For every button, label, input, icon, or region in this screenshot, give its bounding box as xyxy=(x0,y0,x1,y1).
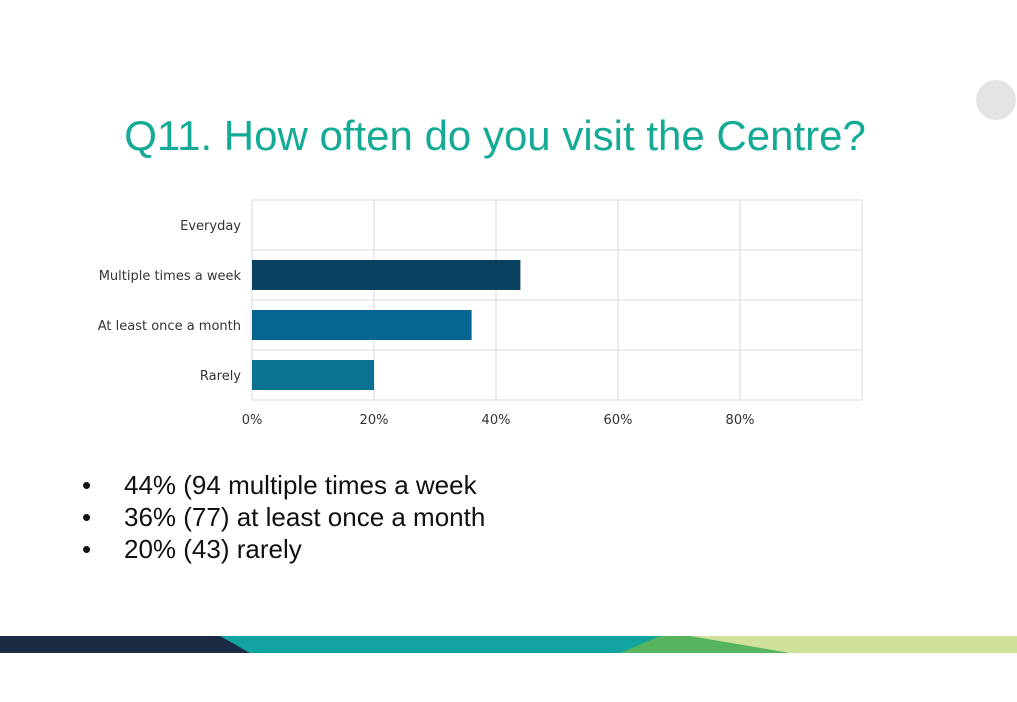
bullet-icon: • xyxy=(82,470,92,500)
logo-icon xyxy=(976,80,1016,120)
footer-band xyxy=(0,636,1017,653)
category-label: Multiple times a week xyxy=(99,269,242,284)
band-lime xyxy=(660,636,1017,653)
summary-item: • 20% (43) rarely xyxy=(82,534,302,564)
category-label: At least once a month xyxy=(98,319,241,334)
category-label: Rarely xyxy=(200,369,241,384)
x-tick-label: 60% xyxy=(604,413,633,428)
summary-item: • 36% (77) at least once a month xyxy=(82,502,486,532)
x-tick-label: 80% xyxy=(726,413,755,428)
slide-title: Q11. How often do you visit the Centre? xyxy=(124,112,866,159)
bullet-icon: • xyxy=(82,502,92,532)
band-navy xyxy=(0,636,250,653)
category-label: Everyday xyxy=(180,219,241,234)
x-tick-label: 20% xyxy=(360,413,389,428)
bar xyxy=(252,310,472,340)
plot-frame xyxy=(251,199,863,401)
summary-list: • 44% (94 multiple times a week • 36% (77)… xyxy=(82,469,485,565)
summary-item: • 44% (94 multiple times a week xyxy=(82,470,477,500)
bar xyxy=(252,260,521,290)
bar-chart: Everyday Multiple times a week At least on… xyxy=(98,199,863,428)
bar xyxy=(252,360,374,390)
x-tick-label: 40% xyxy=(482,413,511,428)
bullet-icon: • xyxy=(82,534,92,564)
band-teal xyxy=(200,636,660,653)
x-tick-label: 0% xyxy=(242,413,263,428)
